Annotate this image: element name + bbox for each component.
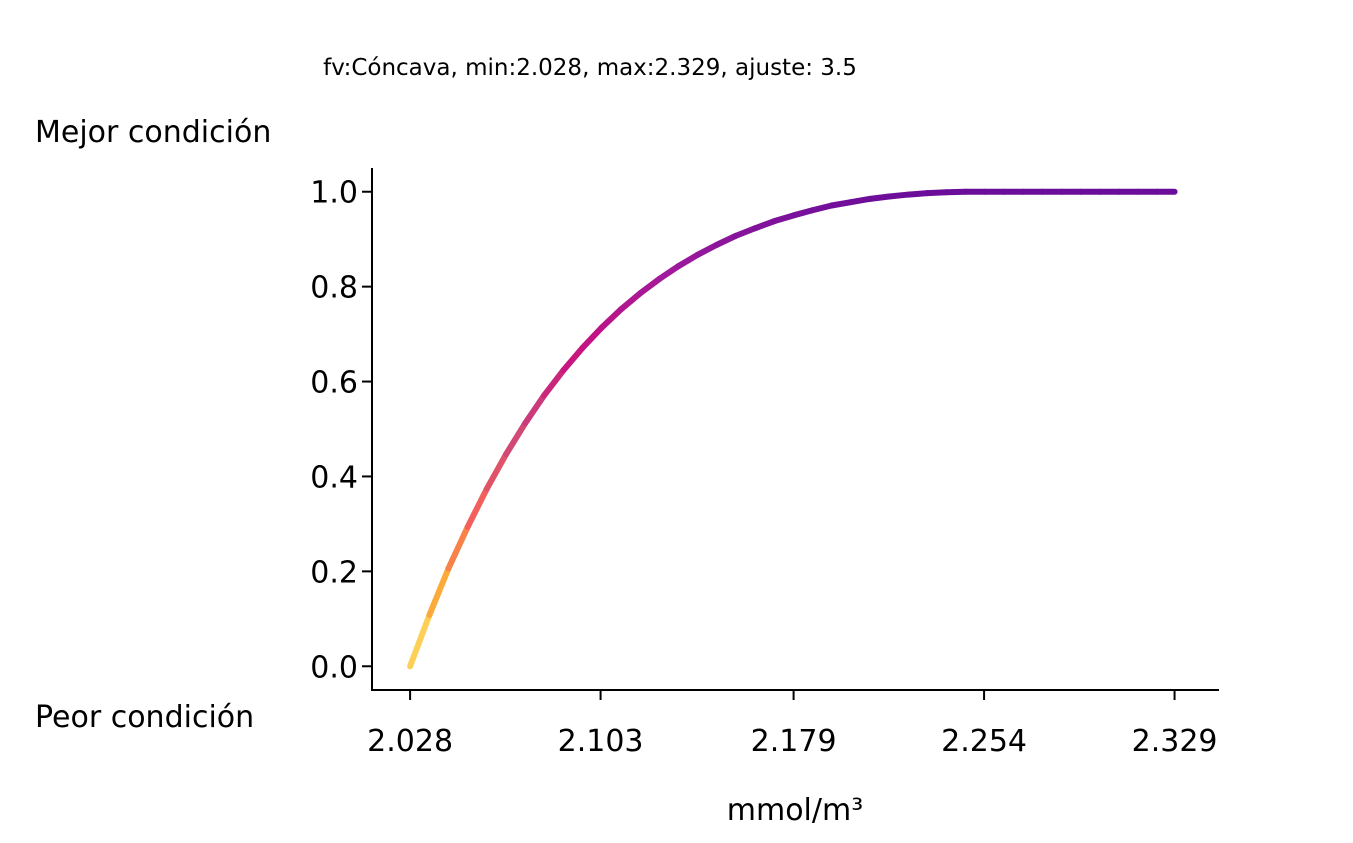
curve-segment	[656, 263, 682, 283]
y-tick-label: 0.8	[310, 271, 358, 306]
curve-segment	[560, 344, 586, 374]
x-tick-label: 2.254	[941, 724, 1027, 759]
curve-segment	[867, 193, 893, 202]
x-tick-label: 2.329	[1132, 724, 1218, 759]
curve-segment	[694, 241, 720, 258]
x-tick-label: 2.179	[751, 724, 837, 759]
curve-segment	[771, 212, 797, 225]
x-ticks: 2.028 2.103 2.179 2.254 2.329	[367, 690, 1218, 759]
y-tick-label: 1.0	[310, 176, 358, 211]
chart-title: fv:Cóncava, min:2.028, max:2.329, ajuste…	[323, 55, 857, 81]
x-axis-label: mmol/m³	[727, 793, 864, 828]
curve-segment	[751, 218, 778, 232]
curve	[407, 188, 1178, 670]
curve-segment	[464, 485, 490, 530]
curve-segment	[426, 565, 452, 619]
curve-segment	[790, 207, 816, 219]
y-tick-label: 0.0	[310, 650, 358, 685]
curve-segment	[847, 195, 874, 206]
curve-segment	[675, 251, 701, 270]
curve-segment	[809, 202, 835, 214]
curve-segment	[828, 199, 854, 209]
curve-segment	[598, 306, 624, 331]
curve-segment	[483, 451, 510, 492]
curve-segment	[732, 225, 758, 239]
curve-segment	[522, 392, 548, 427]
y-label-bottom: Peor condición	[35, 700, 254, 735]
x-tick-label: 2.028	[367, 724, 453, 759]
curve-segment	[713, 232, 739, 248]
curve-segment	[924, 189, 950, 197]
y-label-top: Mejor condición	[35, 115, 271, 150]
curve-segment	[407, 612, 433, 670]
curve-segment	[579, 324, 605, 351]
y-tick-label: 0.2	[310, 555, 358, 590]
curve-segment	[445, 523, 471, 572]
curve-segment	[886, 191, 912, 200]
curve-segment	[503, 420, 529, 458]
curve-segment	[541, 367, 567, 399]
curve-segment	[905, 190, 931, 198]
y-tick-label: 0.6	[310, 366, 358, 401]
curve-segment	[637, 276, 663, 297]
y-tick-label: 0.4	[310, 460, 358, 495]
x-tick-label: 2.103	[558, 724, 644, 759]
curve-segment	[617, 290, 644, 313]
y-ticks: 0.0 0.2 0.4 0.6 0.8 1.0	[310, 176, 372, 685]
